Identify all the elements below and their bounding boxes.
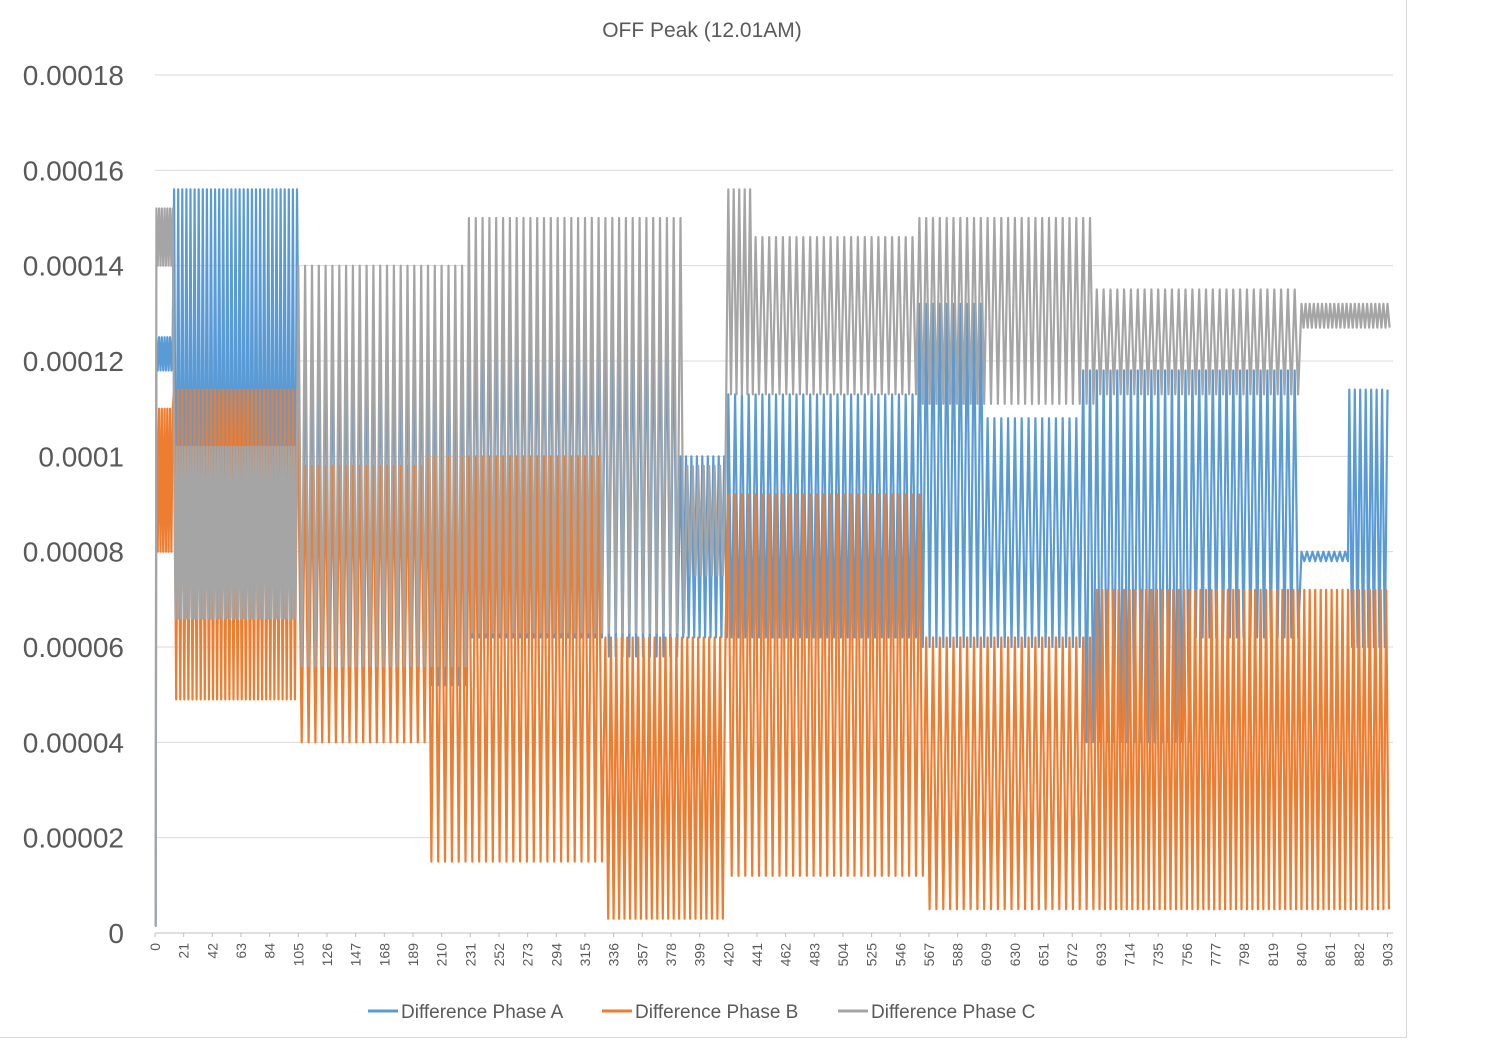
x-tick-label: 378	[663, 943, 679, 967]
x-tick-label: 903	[1380, 943, 1396, 967]
chart-area: OFF Peak (12.01AM) 0 0.00002 0.00004 0.0000…	[0, 0, 1407, 1038]
y-tick-label: 0.0001	[38, 441, 124, 472]
x-tick-label: 0	[147, 943, 163, 951]
x-tick-label: 273	[520, 943, 536, 967]
x-tick-label: 651	[1036, 943, 1052, 967]
x-tick-label: 210	[434, 943, 450, 967]
x-tick-label: 756	[1179, 943, 1195, 967]
x-tick-label: 672	[1064, 943, 1080, 967]
x-tick-label: 357	[634, 943, 650, 967]
legend-label: Difference Phase A	[401, 1002, 564, 1023]
y-tick-label: 0.00018	[23, 60, 124, 91]
y-tick-label: 0.00002	[23, 823, 124, 854]
y-tick-label: 0.00012	[23, 346, 124, 377]
x-tick-label: 21	[176, 943, 192, 959]
y-tick-label: 0.00004	[23, 727, 124, 758]
x-tick-label: 735	[1150, 943, 1166, 967]
legend-label: Difference Phase C	[871, 1002, 1035, 1023]
legend: Difference Phase A Difference Phase B Diff…	[368, 1002, 1035, 1023]
x-tick-label: 441	[749, 943, 765, 967]
y-tick-label: 0.00014	[23, 251, 124, 282]
x-tick-label: 420	[720, 943, 736, 967]
x-tick-label: 336	[606, 943, 622, 967]
x-tick-label: 609	[978, 943, 994, 967]
x-tick-label: 252	[491, 943, 507, 967]
x-axis-tick-labels: 0 21 42 63 84 105 126 147 168 189 210 231 252 273 294 3…	[147, 933, 1396, 966]
x-tick-label: 567	[921, 943, 937, 967]
x-tick-label: 777	[1208, 943, 1224, 967]
x-tick-label: 126	[319, 943, 335, 967]
x-tick-label: 399	[692, 943, 708, 967]
x-tick-label: 714	[1122, 943, 1138, 967]
line-chart: OFF Peak (12.01AM) 0 0.00002 0.00004 0.0000…	[23, 19, 1396, 1023]
legend-label: Difference Phase B	[635, 1002, 798, 1023]
x-tick-label: 588	[950, 943, 966, 967]
x-tick-label: 861	[1322, 943, 1338, 967]
x-tick-label: 42	[204, 943, 220, 959]
y-tick-label: 0.00016	[23, 155, 124, 186]
x-tick-label: 819	[1265, 943, 1281, 967]
x-tick-label: 294	[548, 943, 564, 967]
x-tick-label: 882	[1351, 943, 1367, 967]
x-tick-label: 525	[864, 943, 880, 967]
x-tick-label: 630	[1007, 943, 1023, 967]
x-tick-label: 147	[348, 943, 364, 967]
x-tick-label: 63	[233, 943, 249, 959]
x-tick-label: 504	[835, 943, 851, 967]
x-tick-label: 840	[1294, 943, 1310, 967]
x-tick-label: 315	[577, 943, 593, 967]
x-tick-label: 462	[778, 943, 794, 967]
y-tick-label: 0.00006	[23, 632, 124, 663]
series-line-b	[154, 388, 1390, 920]
x-tick-label: 168	[376, 943, 392, 967]
x-tick-label: 546	[892, 943, 908, 967]
x-tick-label: 84	[262, 943, 278, 959]
x-tick-label: 231	[462, 943, 478, 967]
x-tick-label: 105	[290, 943, 306, 967]
series-line-c	[154, 188, 1391, 928]
series-lines	[154, 188, 1391, 928]
x-tick-label: 189	[405, 943, 421, 967]
y-tick-label: 0	[108, 918, 124, 949]
chart-title: OFF Peak (12.01AM)	[602, 19, 802, 42]
x-tick-label: 483	[806, 943, 822, 967]
y-axis-tick-labels: 0 0.00002 0.00004 0.00006 0.00008 0.0001 0.000…	[23, 60, 124, 949]
x-tick-label: 798	[1236, 943, 1252, 967]
x-tick-label: 693	[1093, 943, 1109, 967]
y-tick-label: 0.00008	[23, 537, 124, 568]
